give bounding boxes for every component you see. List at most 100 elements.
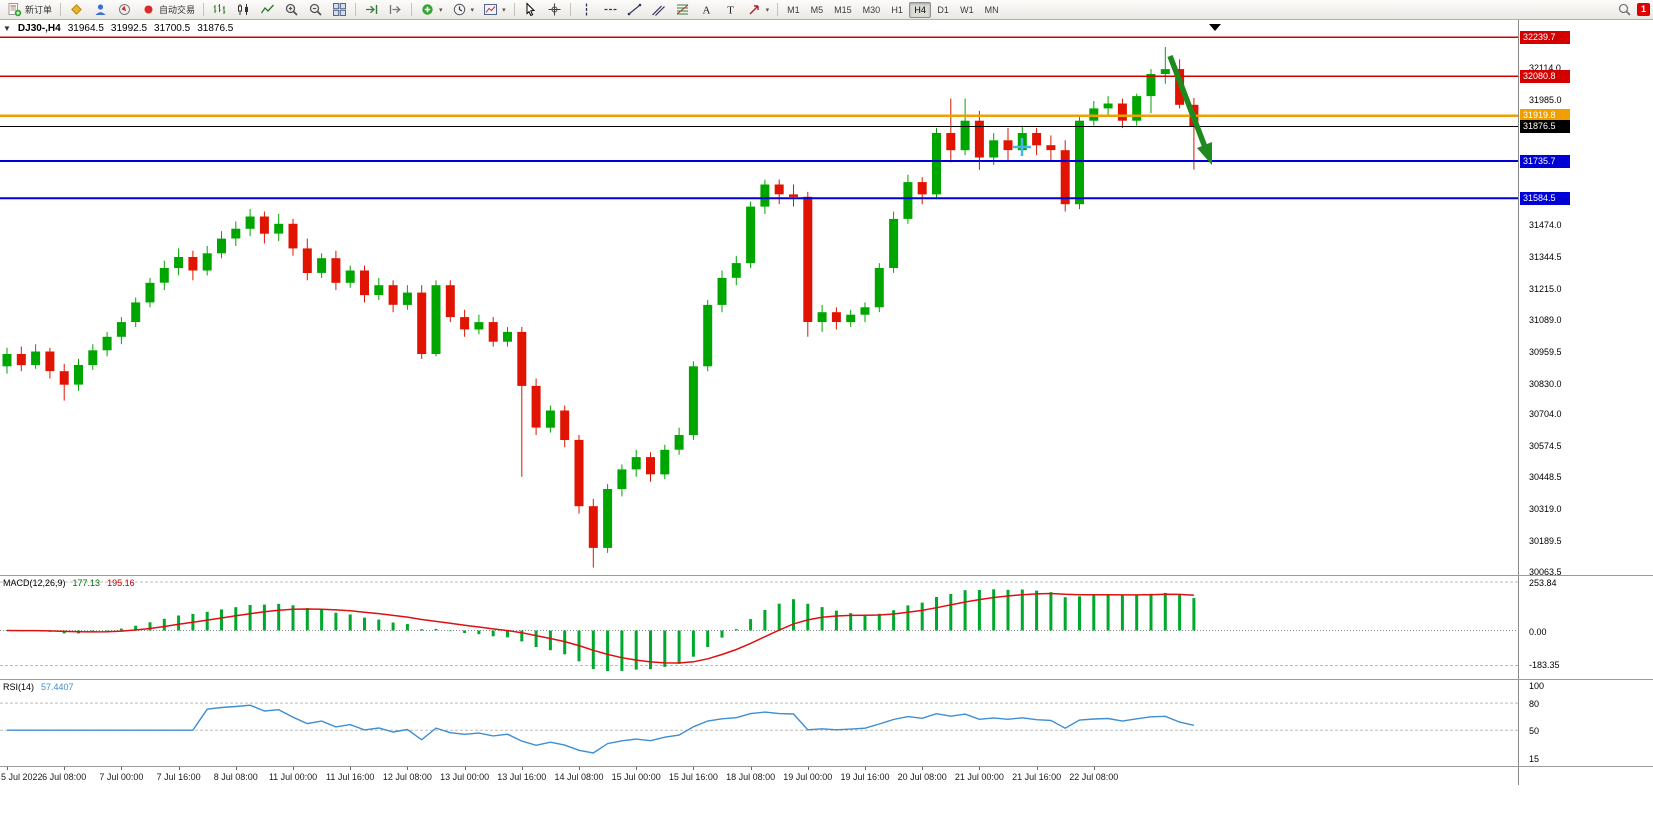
timeframe-w1-button[interactable]: W1 <box>955 2 979 18</box>
toolbar-separator <box>569 3 571 16</box>
timeframe-d1-button[interactable]: D1 <box>932 2 954 18</box>
data-window-button[interactable] <box>89 1 112 18</box>
timeframe-mn-button[interactable]: MN <box>980 2 1004 18</box>
chart-shift-button[interactable] <box>384 1 407 18</box>
timeframe-m30-button[interactable]: M30 <box>858 2 886 18</box>
clock-icon <box>452 2 467 17</box>
templates-icon <box>483 2 498 17</box>
tile-windows-button[interactable] <box>328 1 351 18</box>
vertical-line-icon <box>579 2 594 17</box>
price-axis-label: 31474.0 <box>1529 220 1562 231</box>
time-axis-label: 18 Jul 08:00 <box>726 772 776 782</box>
rsi-title-line: RSI(14) 57.4407 <box>3 682 74 692</box>
time-axis-label: 12 Jul 08:00 <box>382 772 432 782</box>
market-watch-button[interactable] <box>65 1 88 18</box>
rsi-plot[interactable] <box>0 680 1518 765</box>
rsi-axis: 100 80 50 15 <box>1518 680 1653 766</box>
fibonacci-button[interactable] <box>671 1 694 18</box>
crosshair-button[interactable] <box>543 1 566 18</box>
candlestick-chart-button[interactable] <box>232 1 255 18</box>
timeframe-m15-button[interactable]: M15 <box>829 2 857 18</box>
rsi-axis-label: 100 <box>1529 681 1545 691</box>
time-axis-tick <box>636 767 638 770</box>
chart-shift-icon <box>388 2 403 17</box>
text-label-button[interactable]: T <box>719 1 742 18</box>
price-line-label: 32239.7 <box>1520 30 1570 44</box>
timeframe-h1-button[interactable]: H1 <box>886 2 908 18</box>
price-line-label: 31919.8 <box>1520 109 1570 123</box>
rsi-name: RSI(14) <box>3 682 35 692</box>
search-icon <box>1617 2 1632 17</box>
channel-button[interactable] <box>647 1 670 18</box>
price-line-label: 31735.7 <box>1520 154 1570 168</box>
zoom-out-button[interactable] <box>304 1 327 18</box>
cursor-button[interactable] <box>519 1 542 18</box>
candlestick-plot[interactable] <box>0 20 1518 575</box>
bar-chart-button[interactable] <box>208 1 231 18</box>
toolbar-separator <box>513 3 515 16</box>
timeframe-h4-button[interactable]: H4 <box>909 1 932 18</box>
macd-plot[interactable] <box>0 576 1518 678</box>
navigator-button[interactable] <box>113 1 136 18</box>
text-button[interactable]: A <box>695 1 718 18</box>
price-axis-label: 30959.5 <box>1529 346 1562 357</box>
ohlc-low: 31700.5 <box>154 23 191 34</box>
timeframe-m1-button[interactable]: M1 <box>782 2 805 18</box>
auto-scroll-button[interactable] <box>360 1 383 18</box>
notification-badge[interactable]: 1 <box>1637 3 1650 16</box>
vertical-line-button[interactable] <box>575 1 598 18</box>
ohlc-high: 31992.5 <box>110 23 148 34</box>
ohlc-close: 31876.5 <box>197 23 234 34</box>
time-axis-tick <box>293 767 294 770</box>
horizontal-line-button[interactable] <box>599 1 622 18</box>
toolbar-separator <box>355 3 357 16</box>
time-axis-label: 13 Jul 00:00 <box>440 772 490 782</box>
horizontal-line-icon <box>603 2 618 17</box>
time-axis-label: 11 Jul 00:00 <box>268 772 318 782</box>
auto-trading-button[interactable]: 自动交易 <box>137 1 199 18</box>
toolbar-separator <box>777 3 779 16</box>
price-axis-label: 30319.0 <box>1529 503 1562 514</box>
rsi-axis-label: 15 <box>1529 754 1540 764</box>
ohlc-open: 31964.5 <box>67 23 104 34</box>
time-axis-label: 7 Jul 16:00 <box>156 772 201 782</box>
price-axis-label: 30448.5 <box>1529 472 1562 483</box>
main-toolbar: 新订单 自动交易 ▾ ▾ ▾ A T ▾ <box>0 0 1653 20</box>
time-axis[interactable]: 5 Jul 2022 6 Jul 08:00 7 Jul 00:00 7 Jul 16… <box>0 766 1653 785</box>
chart-shift-marker <box>1209 24 1221 31</box>
text-label-icon: T <box>723 2 738 17</box>
time-axis-label: 21 Jul 00:00 <box>954 772 1004 782</box>
svg-text:A: A <box>702 5 710 17</box>
arrows-tool-button[interactable]: ▾ <box>743 1 774 18</box>
time-axis-label: 8 Jul 08:00 <box>213 772 258 782</box>
zoom-in-button[interactable] <box>280 1 303 18</box>
new-order-button[interactable]: 新订单 <box>3 1 56 18</box>
time-axis-corner <box>1518 767 1653 785</box>
macd-signal-value: 195.16 <box>107 578 135 588</box>
indicators-add-icon <box>420 2 435 17</box>
time-axis-label: 7 Jul 00:00 <box>99 772 144 782</box>
time-axis-tick <box>1036 767 1038 770</box>
macd-axis-label: -183.35 <box>1529 659 1560 670</box>
toolbar-separator <box>203 3 205 16</box>
periods-button[interactable]: ▾ <box>448 1 479 18</box>
indicators-button[interactable]: ▾ <box>416 1 447 18</box>
time-axis-tick <box>579 767 580 770</box>
templates-button[interactable]: ▾ <box>479 1 510 18</box>
bottom-blank-area <box>0 785 1653 830</box>
macd-axis-label: 0.00 <box>1529 626 1547 637</box>
trendline-button[interactable] <box>623 1 646 18</box>
time-axis-tick <box>865 767 866 770</box>
price-axis-label: 31344.5 <box>1529 252 1562 263</box>
time-axis-tick <box>121 767 123 770</box>
cross-annotation <box>1013 138 1031 156</box>
time-axis-tick <box>807 767 809 770</box>
timeframe-m5-button[interactable]: M5 <box>806 2 829 18</box>
search-button[interactable] <box>1613 1 1636 18</box>
line-chart-button[interactable] <box>256 1 279 18</box>
time-axis-tick <box>750 767 752 770</box>
price-axis[interactable]: 32114.0 31985.0 31474.0 31344.5 31215.0 31089… <box>1518 20 1653 575</box>
equidistant-channel-icon <box>651 2 666 17</box>
one-click-trading-toggle-icon[interactable]: ▼ <box>3 24 11 33</box>
chevron-down-icon: ▾ <box>439 6 443 14</box>
